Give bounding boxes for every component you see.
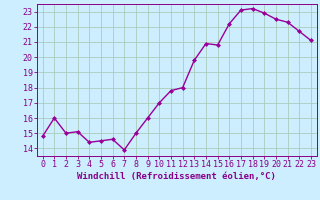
X-axis label: Windchill (Refroidissement éolien,°C): Windchill (Refroidissement éolien,°C) <box>77 172 276 181</box>
